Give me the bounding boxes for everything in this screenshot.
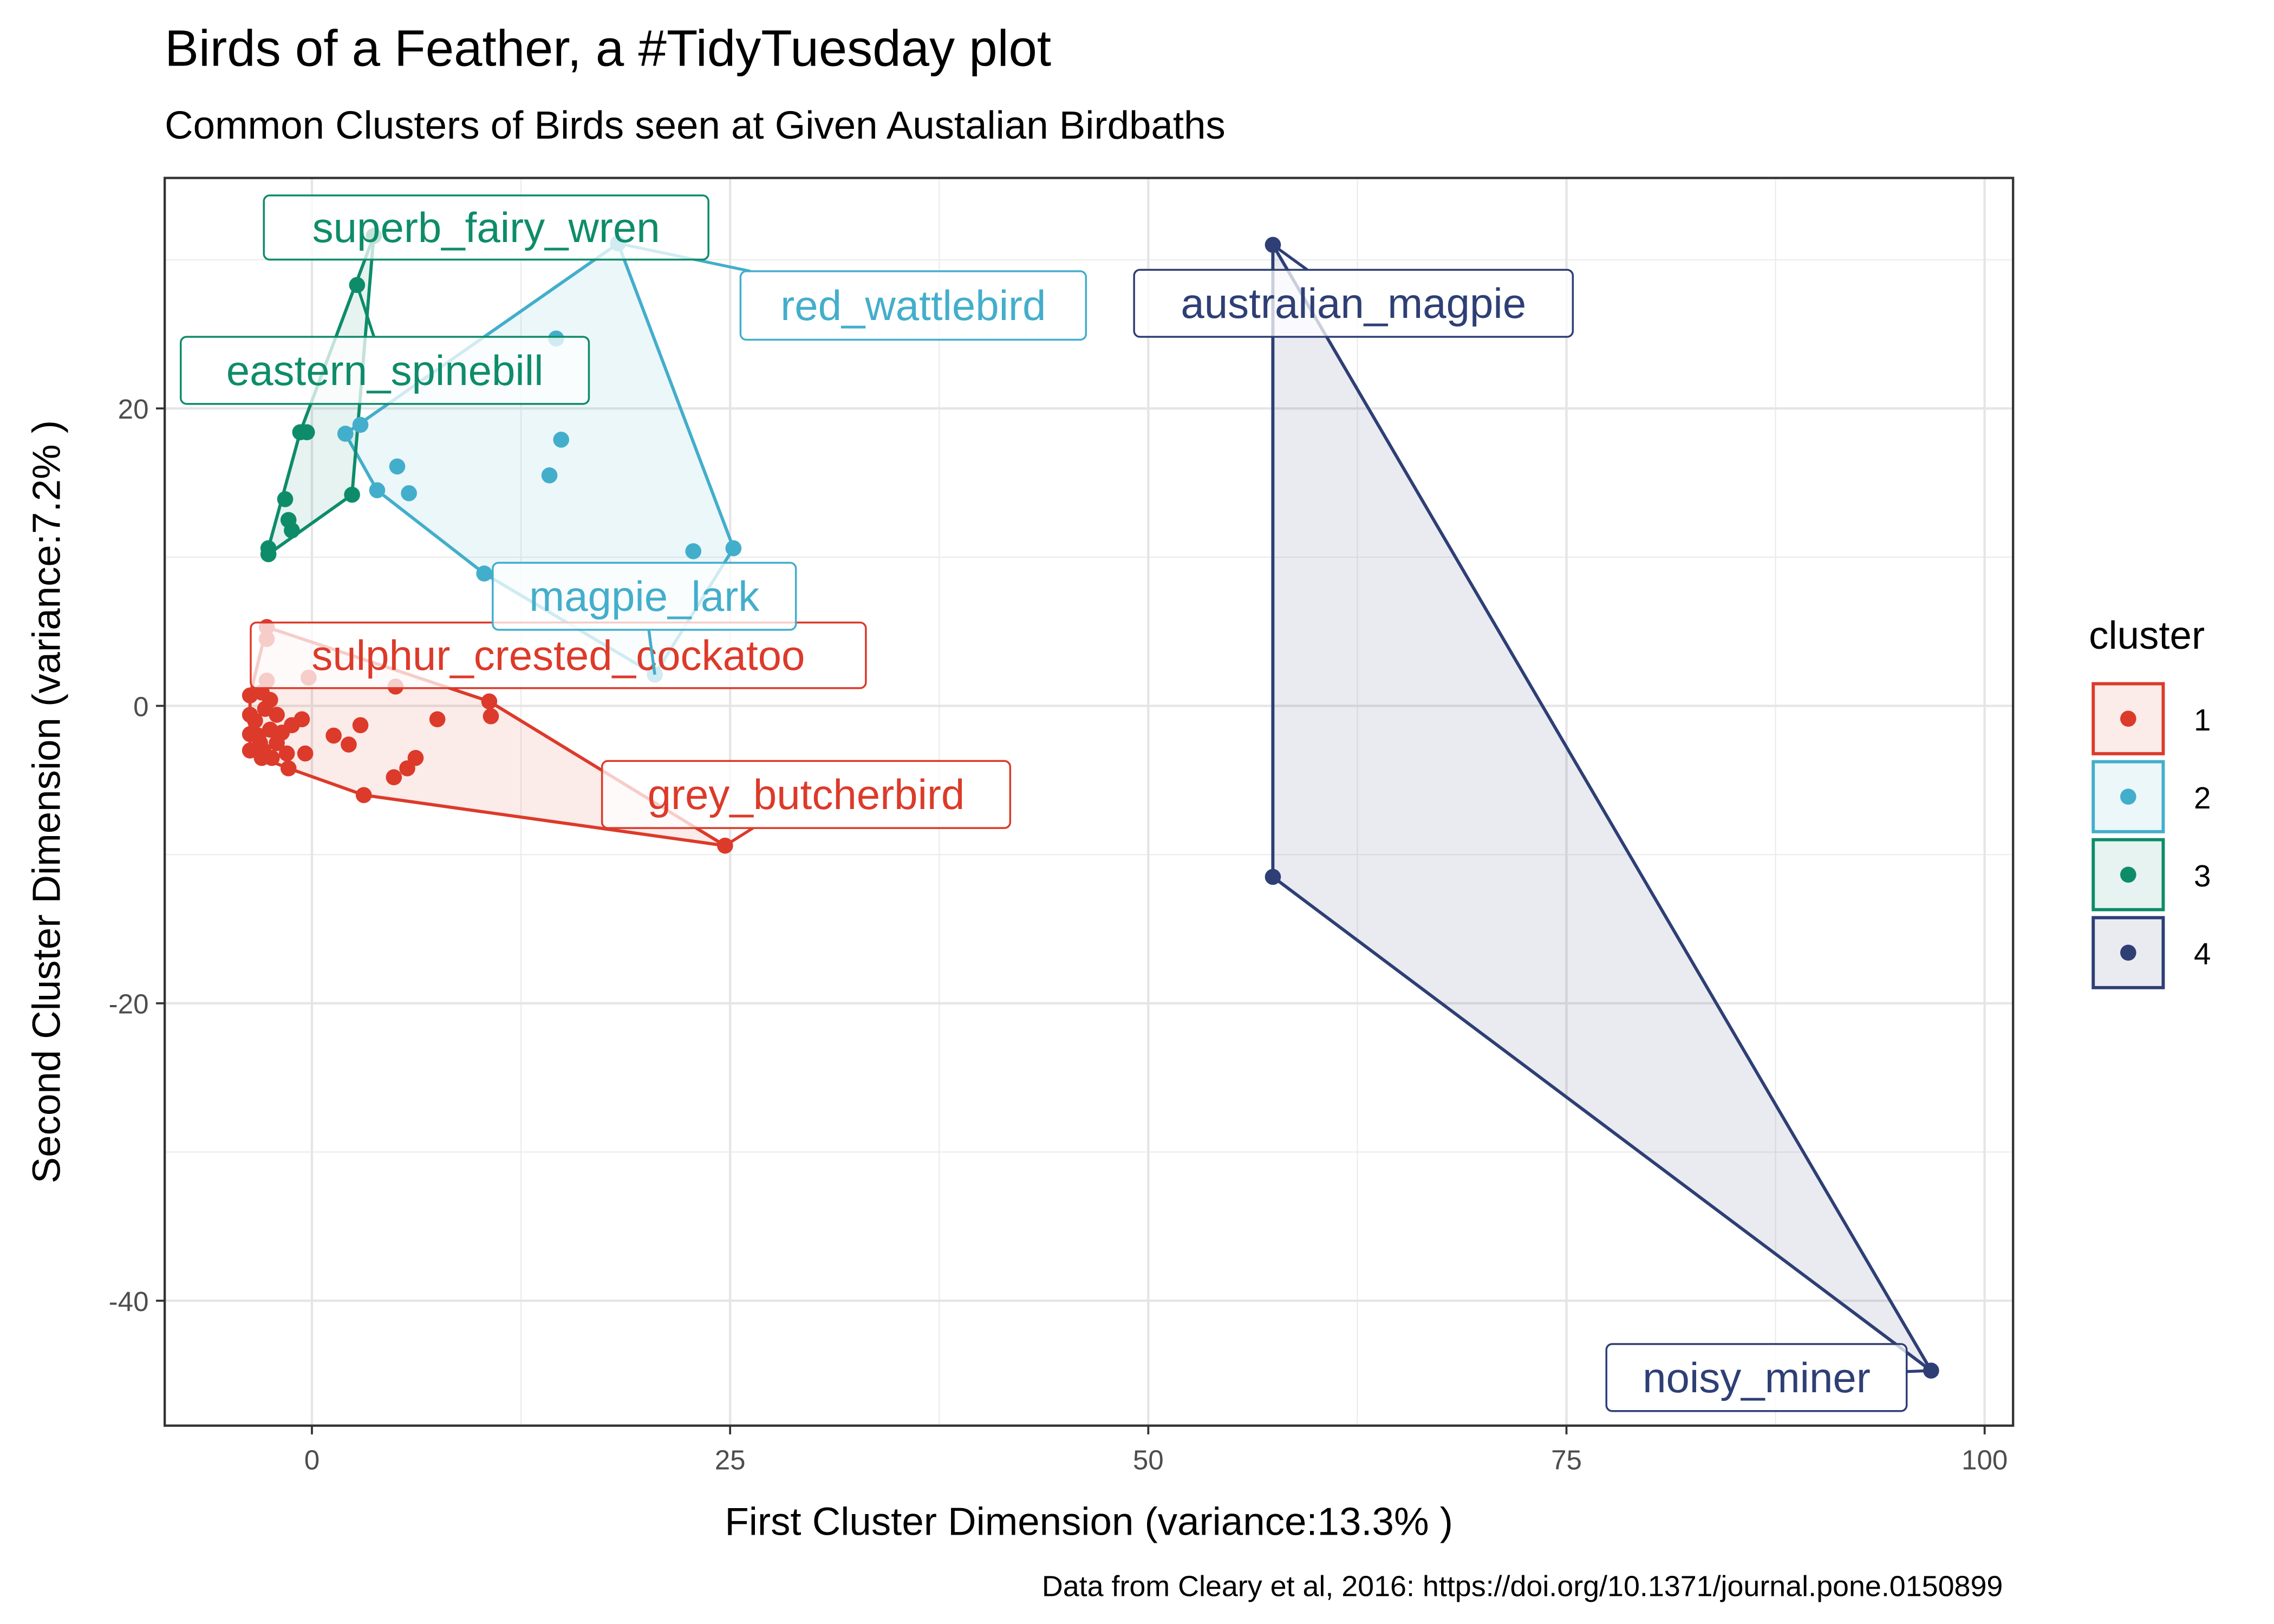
x-tick-label: 75 xyxy=(1551,1444,1582,1475)
cluster-1-point xyxy=(250,727,266,744)
cluster-1-point xyxy=(386,769,402,786)
cluster-1-point xyxy=(399,760,415,777)
cluster-3-point xyxy=(344,486,360,503)
cluster-1-point xyxy=(297,745,314,762)
cluster-1-point xyxy=(341,736,357,753)
y-tick-label: -40 xyxy=(109,1286,149,1317)
label-leader-line xyxy=(1272,244,1308,271)
cluster-2-point xyxy=(337,426,354,442)
chart-title: Birds of a Feather, a #TidyTuesday plot xyxy=(165,19,1051,76)
cluster-2-point xyxy=(352,416,369,433)
label-leader-line xyxy=(724,826,754,847)
cluster-3-point xyxy=(284,522,300,539)
plot-panel: sulphur_crested_cockatoo grey_butcherbird… xyxy=(109,177,2015,1475)
point-label: australian_magpie xyxy=(1181,279,1526,327)
point-label-box xyxy=(1133,269,1574,338)
cluster-1-point xyxy=(257,701,273,717)
x-tick-label: 0 xyxy=(304,1444,320,1475)
y-tick-label: -20 xyxy=(109,989,149,1020)
y-tick-label: 20 xyxy=(118,394,149,425)
point-label-box xyxy=(601,760,1012,829)
y-tick-label: 0 xyxy=(133,691,148,722)
legend-key-4-dot xyxy=(2120,944,2136,961)
label-leader-line xyxy=(647,629,656,675)
cluster-2-point xyxy=(553,432,569,448)
cluster-1-point xyxy=(242,742,258,759)
point-label: grey_butcherbird xyxy=(648,771,965,818)
y-axis-title: Second Cluster Dimension (variance:7.2% … xyxy=(24,420,68,1183)
cluster-2-point xyxy=(401,485,417,501)
x-tick-label: 100 xyxy=(1962,1444,2008,1475)
cluster-1-point xyxy=(280,760,297,777)
point-label: magpie_lark xyxy=(529,572,760,620)
point-label: red_wattlebird xyxy=(780,282,1046,329)
legend-label-4: 4 xyxy=(2194,937,2211,971)
point-label: superb_fairy_wren xyxy=(312,204,660,251)
cluster-1-point xyxy=(255,742,272,759)
cluster-1-point xyxy=(247,713,263,729)
legend-key-1-dot xyxy=(2120,710,2136,727)
point-label-box xyxy=(492,562,797,631)
cluster-2-point xyxy=(541,467,558,484)
chart-caption: Data from Cleary et al, 2016: https://do… xyxy=(1042,1570,2003,1603)
legend-key-3-dot xyxy=(2120,866,2136,883)
cluster-2-point xyxy=(369,482,386,499)
chart-subtitle: Common Clusters of Birds seen at Given A… xyxy=(165,103,1226,147)
cluster-1-point xyxy=(355,787,372,804)
cluster-4-hull xyxy=(1271,243,1933,1373)
point-label-box xyxy=(263,194,709,261)
legend-key-2-dot xyxy=(2120,788,2136,805)
label-leader-line xyxy=(355,284,376,337)
legend-title: cluster xyxy=(2089,614,2205,657)
legend-label-2: 2 xyxy=(2194,781,2211,815)
point-label: sulphur_crested_cockatoo xyxy=(311,631,805,679)
cluster-2-point xyxy=(725,540,742,557)
cluster-1-point xyxy=(429,711,446,728)
cluster-1-point xyxy=(273,725,290,741)
cluster-1-point xyxy=(352,717,369,734)
point-label: noisy_miner xyxy=(1643,1354,1871,1401)
panel-border xyxy=(164,177,2015,1427)
point-label: eastern_spinebill xyxy=(226,347,544,394)
point-label-box xyxy=(180,336,590,405)
cluster-2-point xyxy=(685,543,701,559)
cluster-4-point xyxy=(1265,869,1281,885)
x-tick-label: 25 xyxy=(715,1444,746,1475)
cluster-3-point xyxy=(298,424,315,441)
cluster-3-point xyxy=(260,546,277,563)
legend: cluster 1 2 3 4 xyxy=(2089,614,2211,989)
cluster-1-point xyxy=(278,745,295,762)
point-label-box xyxy=(1605,1343,1908,1412)
cluster-3-point xyxy=(277,491,294,507)
cluster-2-point xyxy=(389,458,406,475)
legend-label-3: 3 xyxy=(2194,859,2211,893)
legend-label-1: 1 xyxy=(2194,703,2211,737)
x-tick-label: 50 xyxy=(1133,1444,1164,1475)
cluster-1-point xyxy=(481,693,498,710)
x-axis-title: First Cluster Dimension (variance:13.3% … xyxy=(725,1500,1453,1544)
label-leader-line xyxy=(1906,1369,1931,1373)
cluster-2-point xyxy=(476,565,492,582)
point-label-box xyxy=(739,270,1087,341)
cluster-1-point xyxy=(325,727,342,744)
cluster-1-point xyxy=(483,708,499,725)
